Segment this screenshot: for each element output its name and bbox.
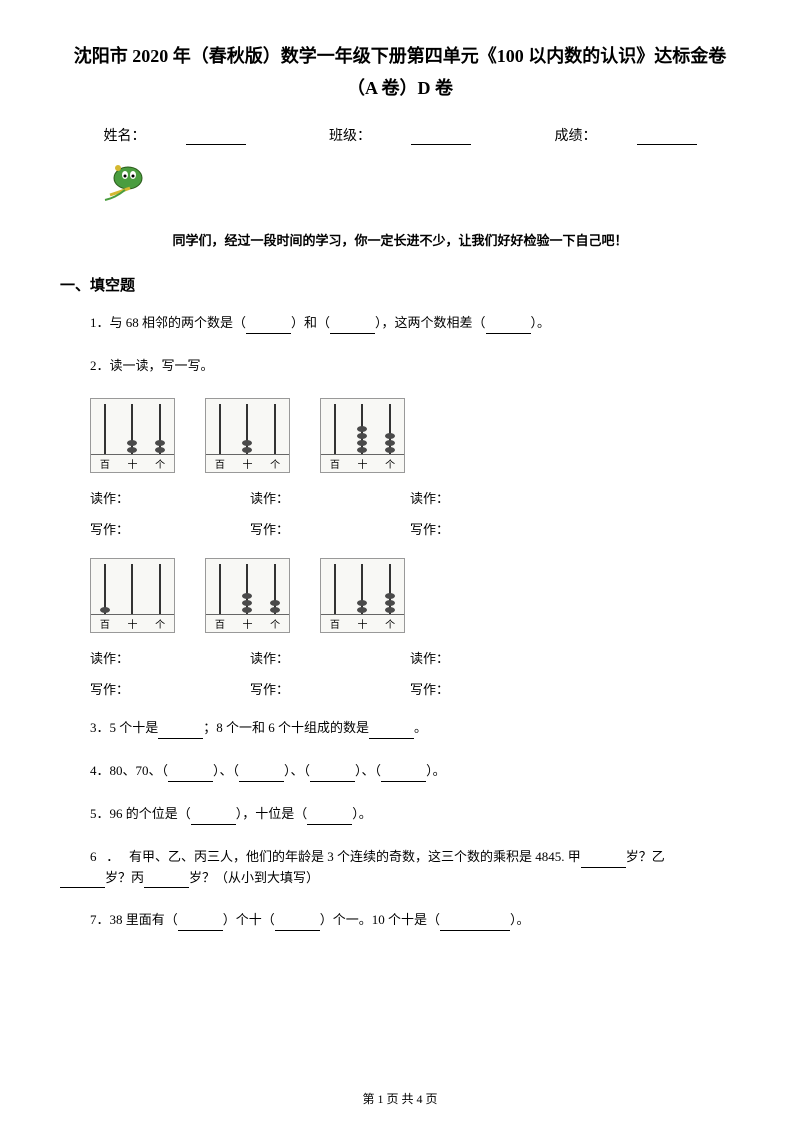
write-item: 写作： <box>410 679 570 698</box>
abacus-row-2: 百十个百十个百十个 <box>90 558 740 633</box>
read-item: 读作： <box>250 488 410 507</box>
name-blank[interactable] <box>186 131 246 145</box>
q1-blank2[interactable] <box>330 322 375 334</box>
page-footer: 第 1 页 共 4 页 <box>0 1090 800 1107</box>
abacus-icon: 百十个 <box>320 398 405 473</box>
read-item: 读作： <box>90 648 250 667</box>
page-title: 沈阳市 2020 年（春秋版）数学一年级下册第四单元《100 以内数的认识》达标… <box>60 40 740 105</box>
question-6: 6 ． 有甲、乙、丙三人，他们的年龄是 3 个连续的奇数，这三个数的乘积是 48… <box>60 847 740 889</box>
q4-blank4[interactable] <box>381 770 426 782</box>
write-row-1: 写作： 写作： 写作： <box>90 519 740 538</box>
title-line2: （A 卷）D 卷 <box>60 72 740 104</box>
question-7: 7．38 里面有（）个十（）个一。10 个十是（）。 <box>90 910 740 931</box>
title-line1: 沈阳市 2020 年（春秋版）数学一年级下册第四单元《100 以内数的认识》达标… <box>60 40 740 72</box>
read-row-1: 读作： 读作： 读作： <box>90 488 740 507</box>
q6-blank1[interactable] <box>581 856 626 868</box>
encourage-text: 同学们，经过一段时间的学习，你一定长进不少，让我们好好检验一下自己吧！ <box>60 230 740 249</box>
q1-blank1[interactable] <box>246 322 291 334</box>
write-row-2: 写作： 写作： 写作： <box>90 679 740 698</box>
q7-blank2[interactable] <box>275 919 320 931</box>
abacus-icon: 百十个 <box>205 398 290 473</box>
write-item: 写作： <box>90 679 250 698</box>
q4-blank2[interactable] <box>239 770 284 782</box>
mascot-icon <box>100 160 740 215</box>
read-row-2: 读作： 读作： 读作： <box>90 648 740 667</box>
class-field: 班级： <box>309 129 491 144</box>
question-5: 5．96 的个位是（），十位是（）。 <box>90 804 740 825</box>
q7-blank3[interactable] <box>440 919 510 931</box>
read-item: 读作： <box>410 488 570 507</box>
write-item: 写作： <box>250 679 410 698</box>
name-field: 姓名： <box>84 129 266 144</box>
write-item: 写作： <box>250 519 410 538</box>
abacus-icon: 百十个 <box>90 398 175 473</box>
section1-title: 一、填空题 <box>60 274 740 295</box>
score-field: 成绩： <box>535 129 717 144</box>
q5-blank1[interactable] <box>191 813 236 825</box>
read-item: 读作： <box>250 648 410 667</box>
question-3: 3．5 个十是；8 个一和 6 个十组成的数是。 <box>90 718 740 739</box>
read-item: 读作： <box>90 488 250 507</box>
q1-blank3[interactable] <box>486 322 531 334</box>
q5-blank2[interactable] <box>307 813 352 825</box>
score-blank[interactable] <box>637 131 697 145</box>
abacus-icon: 百十个 <box>90 558 175 633</box>
q6-blank2[interactable] <box>60 876 105 888</box>
abacus-icon: 百十个 <box>205 558 290 633</box>
write-item: 写作： <box>90 519 250 538</box>
q7-blank1[interactable] <box>178 919 223 931</box>
q3-blank1[interactable] <box>158 727 203 739</box>
write-item: 写作： <box>410 519 570 538</box>
q6-blank3[interactable] <box>144 876 189 888</box>
q4-blank1[interactable] <box>168 770 213 782</box>
info-row: 姓名： 班级： 成绩： <box>60 125 740 145</box>
question-1: 1．与 68 相邻的两个数是（）和（），这两个数相差（）。 <box>90 313 740 334</box>
question-2: 2．读一读，写一写。 <box>90 356 740 377</box>
q4-blank3[interactable] <box>310 770 355 782</box>
read-item: 读作： <box>410 648 570 667</box>
question-4: 4．80、70、（）、（）、（）、（）。 <box>90 761 740 782</box>
abacus-row-1: 百十个百十个百十个 <box>90 398 740 473</box>
abacus-icon: 百十个 <box>320 558 405 633</box>
class-blank[interactable] <box>411 131 471 145</box>
q3-blank2[interactable] <box>369 727 414 739</box>
